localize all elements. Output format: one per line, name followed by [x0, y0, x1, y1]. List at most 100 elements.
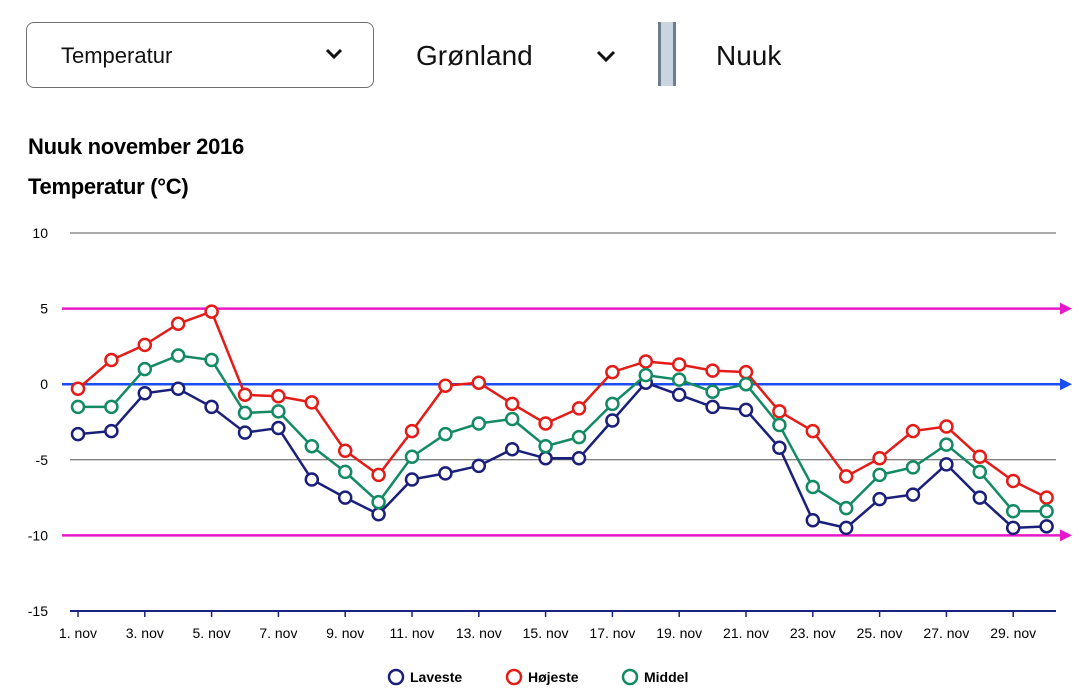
data-point — [304, 472, 320, 487]
data-point — [471, 458, 487, 474]
y-tick-label: 0 — [40, 376, 48, 392]
data-point — [1005, 520, 1021, 536]
y-tick-label: -10 — [28, 527, 48, 543]
data-point — [204, 399, 219, 415]
parameter-dropdown-label: Temperatur — [61, 43, 173, 68]
data-point — [972, 449, 988, 465]
data-point — [438, 466, 453, 481]
x-tick-label: 1. nov — [59, 625, 97, 641]
parameter-dropdown[interactable]: Temperatur — [26, 22, 374, 88]
data-point — [404, 449, 420, 465]
data-point — [70, 399, 86, 415]
data-point — [337, 443, 353, 458]
y-tick-label: -15 — [28, 603, 48, 619]
data-point — [605, 413, 620, 428]
x-tick-label: 25. nov — [857, 625, 903, 641]
chevron-down-icon[interactable] — [596, 50, 616, 64]
x-tick-label: 17. nov — [589, 625, 635, 641]
data-point — [671, 387, 687, 403]
x-tick-label: 21. nov — [723, 625, 769, 641]
data-point — [805, 513, 821, 528]
data-point — [337, 464, 353, 480]
city-label[interactable]: Nuuk — [716, 40, 782, 71]
data-point — [304, 395, 320, 410]
data-point — [872, 467, 887, 483]
y-tick-label: 5 — [40, 301, 48, 317]
data-point — [972, 490, 988, 505]
data-point — [271, 420, 286, 436]
data-point — [905, 423, 921, 439]
data-point — [705, 384, 720, 400]
x-tick-label: 3. nov — [126, 625, 164, 641]
x-tick-label: 23. nov — [790, 625, 836, 641]
data-point — [137, 361, 153, 377]
data-point — [170, 348, 186, 363]
data-point — [271, 404, 286, 419]
data-point — [671, 372, 687, 387]
data-point — [70, 381, 86, 396]
data-point — [170, 316, 186, 331]
data-point — [337, 490, 353, 505]
data-point — [705, 363, 720, 378]
data-point — [404, 472, 420, 487]
data-point — [538, 451, 553, 466]
y-tick-label: -5 — [36, 452, 49, 468]
country-dropdown-label[interactable]: Grønland — [416, 40, 533, 71]
data-point — [137, 386, 153, 401]
reference-line-arrow — [1060, 378, 1072, 391]
data-point — [170, 381, 186, 396]
data-point — [1039, 519, 1054, 534]
legend-marker — [621, 668, 639, 686]
data-point — [805, 423, 821, 439]
data-point — [772, 417, 787, 433]
data-point — [237, 425, 253, 440]
data-point — [872, 491, 887, 507]
data-point — [1005, 473, 1021, 489]
data-point — [838, 500, 854, 516]
data-point — [438, 426, 453, 442]
data-point — [371, 506, 386, 522]
x-tick-label: 9. nov — [326, 625, 364, 641]
data-point — [905, 487, 921, 502]
data-point — [438, 378, 453, 393]
legend-label: Middel — [644, 669, 688, 685]
data-point — [939, 437, 954, 452]
chart-title: Nuuk november 2016 — [28, 134, 244, 159]
data-point — [972, 464, 988, 480]
x-tick-label: 5. nov — [193, 625, 231, 641]
data-point — [504, 396, 520, 412]
data-point — [738, 402, 754, 418]
data-point — [70, 426, 86, 442]
data-point — [738, 364, 754, 380]
data-point — [1039, 503, 1054, 519]
chevron-down-icon — [325, 48, 343, 60]
data-point — [838, 469, 854, 484]
data-point — [538, 438, 553, 454]
data-point — [204, 352, 219, 368]
data-point — [538, 416, 553, 431]
data-point — [104, 352, 119, 368]
data-point — [605, 396, 620, 412]
data-point — [905, 460, 921, 475]
data-point — [404, 423, 420, 439]
data-point — [638, 367, 654, 383]
legend-marker — [387, 668, 405, 686]
data-point — [939, 457, 954, 472]
data-point — [571, 401, 587, 416]
x-tick-label: 11. nov — [390, 625, 435, 641]
data-point — [805, 479, 821, 495]
data-point — [605, 364, 620, 380]
data-point — [104, 423, 119, 439]
data-point — [838, 520, 854, 536]
series-line-laveste — [77, 381, 1047, 530]
x-tick-label: 27. nov — [923, 625, 969, 641]
chart-subtitle: Temperatur (°C) — [28, 174, 189, 199]
data-point — [571, 429, 587, 445]
data-point — [872, 451, 887, 466]
reference-line-arrow — [1060, 302, 1072, 315]
x-tick-label: 29. nov — [990, 625, 1036, 641]
data-point — [939, 419, 954, 434]
data-point — [371, 467, 386, 483]
data-point — [571, 451, 587, 466]
